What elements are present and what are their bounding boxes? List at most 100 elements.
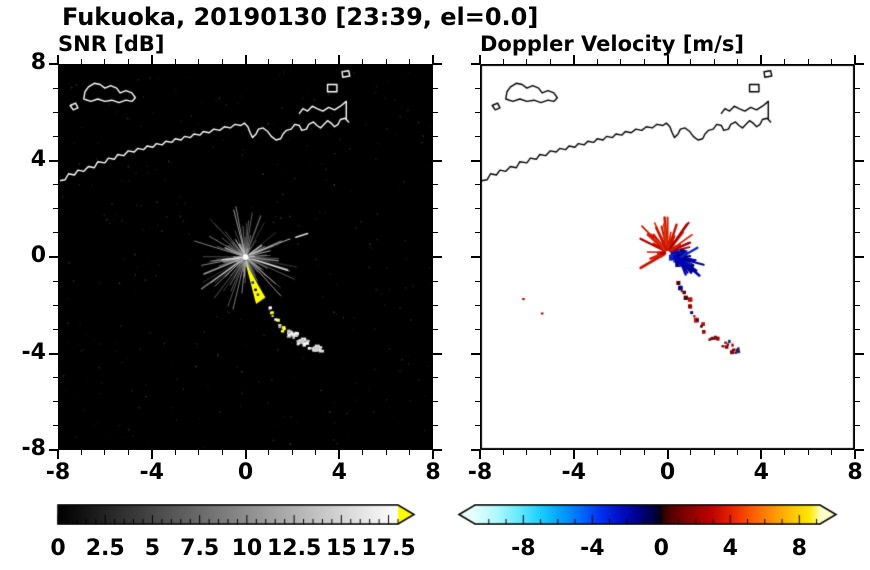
tick-mark [221, 59, 223, 64]
tick-mark [855, 256, 864, 258]
tick-mark [291, 59, 293, 64]
x-tick-label: 8 [847, 460, 863, 485]
tick-mark [475, 328, 480, 330]
tick-mark [221, 450, 223, 455]
tick-mark [57, 55, 59, 64]
tick-mark [80, 59, 82, 64]
tick-mark [690, 450, 692, 455]
tick-mark [433, 328, 438, 330]
tick-mark [150, 450, 153, 459]
tick-mark [854, 450, 856, 459]
tick-mark [502, 59, 504, 64]
tick-mark [713, 450, 715, 455]
tick-mark [433, 184, 438, 186]
x-tick-label: 4 [753, 460, 769, 485]
tick-mark [315, 59, 317, 64]
tick-mark [49, 256, 58, 258]
tick-mark [475, 135, 480, 137]
tick-mark [433, 280, 438, 282]
x-tick-label: 8 [425, 460, 441, 485]
tick-mark [526, 59, 528, 64]
tick-mark [475, 208, 480, 210]
doppler-colorbar [456, 504, 840, 525]
tick-mark [57, 450, 59, 459]
tick-mark [596, 59, 598, 64]
x-tick-label: -4 [139, 460, 164, 485]
tick-mark [471, 159, 480, 162]
tick-mark [855, 111, 860, 113]
tick-mark [53, 208, 58, 210]
tick-mark [831, 59, 833, 64]
tick-mark [475, 425, 480, 427]
tick-mark [244, 55, 247, 64]
tick-mark [291, 450, 293, 455]
tick-mark [596, 450, 598, 455]
tick-mark [502, 450, 504, 455]
colorbar-tick-label: 12.5 [266, 536, 322, 561]
tick-mark [549, 450, 551, 455]
figure-title: Fukuoka, 20190130 [23:39, el=0.0] [62, 3, 539, 31]
tick-mark [433, 87, 438, 89]
tick-mark [784, 450, 786, 455]
colorbar-tick-label: 10 [231, 536, 263, 561]
tick-mark [737, 450, 739, 455]
tick-mark [198, 450, 200, 455]
tick-mark [549, 59, 551, 64]
x-tick-label: -8 [467, 460, 493, 485]
tick-mark [338, 55, 341, 64]
tick-mark [475, 280, 480, 282]
snr-plot-canvas [58, 64, 433, 450]
tick-mark [831, 450, 833, 455]
tick-mark [760, 450, 763, 459]
tick-mark [104, 450, 106, 455]
colorbar-tick-label: 0 [653, 536, 669, 561]
tick-mark [433, 352, 442, 355]
colorbar-tick-label: 4 [722, 536, 738, 561]
tick-mark [855, 425, 860, 427]
tick-mark [433, 401, 438, 403]
tick-mark [198, 59, 200, 64]
tick-mark [362, 450, 364, 455]
tick-mark [53, 401, 58, 403]
tick-mark [49, 449, 58, 451]
tick-mark [432, 55, 434, 64]
x-tick-label: -8 [45, 460, 71, 485]
tick-mark [433, 304, 438, 306]
tick-mark [433, 208, 438, 210]
tick-mark [690, 59, 692, 64]
colorbar-tick-label: 5 [144, 536, 161, 561]
tick-mark [53, 425, 58, 427]
tick-mark [807, 450, 809, 455]
tick-mark [475, 401, 480, 403]
doppler-plot-canvas [480, 64, 855, 450]
tick-mark [127, 450, 129, 455]
colorbar-tick-label: 8 [791, 536, 807, 561]
tick-mark [471, 256, 480, 258]
tick-mark [433, 135, 438, 137]
tick-mark [49, 63, 58, 65]
tick-mark [268, 450, 270, 455]
tick-mark [433, 425, 438, 427]
tick-mark [855, 280, 860, 282]
tick-mark [855, 184, 860, 186]
tick-mark [150, 55, 153, 64]
tick-mark [53, 184, 58, 186]
tick-mark [737, 59, 739, 64]
tick-mark [433, 232, 438, 234]
tick-mark [855, 159, 864, 162]
tick-mark [526, 450, 528, 455]
tick-mark [53, 135, 58, 137]
tick-mark [362, 59, 364, 64]
tick-mark [471, 449, 480, 451]
colorbar-tick-label: -4 [580, 536, 605, 561]
tick-mark [666, 450, 669, 459]
tick-mark [385, 59, 387, 64]
tick-mark [784, 59, 786, 64]
tick-mark [409, 450, 411, 455]
tick-mark [855, 328, 860, 330]
tick-mark [433, 63, 442, 65]
tick-mark [854, 55, 856, 64]
tick-mark [432, 450, 434, 459]
colorbar-tick-label: -8 [511, 536, 536, 561]
